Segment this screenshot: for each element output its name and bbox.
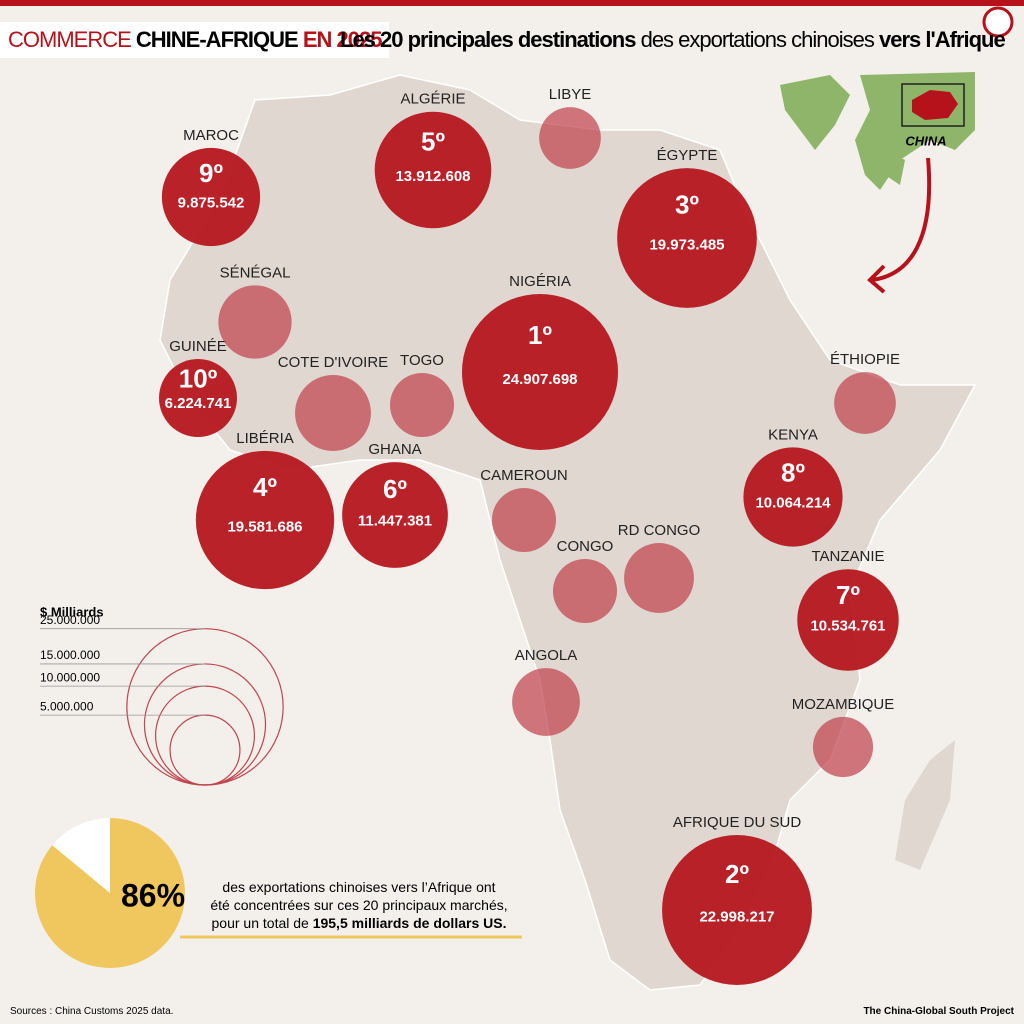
value-label: 22.998.217 [699,909,774,926]
country-bubble [624,543,694,613]
country-bubble [195,450,335,590]
subtitle-part: vers l'Afrique [878,27,1006,52]
country-bubble [342,462,448,568]
pie-slice [34,818,185,968]
country-bubble [552,558,618,624]
country-bubble [834,372,896,434]
source: Sources : China Customs 2025 data. [10,1006,174,1017]
rank: 5º [421,127,445,157]
country-bubble [491,487,557,553]
rank: 6º [383,474,407,504]
legend-circle [154,685,256,786]
share-text: des exportations chinoises vers l’Afriqu… [204,878,514,932]
share-total: 195,5 milliards de dollars US. [312,915,507,931]
country-label: KENYA [768,426,818,443]
country-bubble [662,835,812,985]
value-label: 13.912.608 [395,168,470,185]
country-label: GHANA [368,441,421,458]
country-bubble [617,168,757,308]
rank: 4º [253,472,277,502]
china-box [901,83,965,127]
share-line: été concentrées sur ces 20 principaux ma… [210,897,508,913]
country-bubble [743,447,843,547]
title-part: CHINE-AFRIQUE [135,27,299,52]
legend-circle [169,714,241,786]
subtitle: Les 20 principales destinations des expo… [340,22,1006,58]
country-bubble [539,107,601,169]
legend-label: 10.000.000 [40,670,100,684]
value-label: 11.447.381 [358,513,432,530]
country-label: MAROC [183,127,239,144]
top-bar [0,0,1024,6]
subtitle-part: Les 20 principales destinations [340,27,636,52]
country-label: ÉGYPTE [657,147,718,164]
country-bubble [512,668,580,736]
legend-label: 25.000.000 [40,613,100,627]
country-bubble [812,716,874,778]
country-label: GUINÉE [169,338,227,355]
share-value: 86% [121,877,185,913]
credit: The China-Global South Project [863,1006,1014,1017]
legend-title: $ Milliards [40,604,104,619]
rank: 8º [781,458,805,488]
country-label: TANZANIE [811,548,884,565]
subtitle-part: des exportations chinoises [640,27,875,52]
inset-label: CHINA [905,133,946,148]
value-label: 10.064.214 [755,494,831,511]
country-bubble [295,375,371,451]
value-label: 19.581.686 [227,518,302,535]
country-bubble [389,372,455,438]
country-bubble [161,147,261,247]
share-line: pour un total de [211,915,309,931]
value-label: 19.973.485 [649,236,724,253]
share-line: des exportations chinoises vers l’Afriqu… [222,879,496,895]
country-label: NIGÉRIA [509,273,571,290]
logo [982,6,1014,38]
country-bubble [797,569,899,671]
legend-label: 15.000.000 [40,648,100,662]
country-label: ÉTHIOPIE [830,351,900,368]
rank: 2º [725,859,749,889]
country-label: CAMEROUN [480,467,568,484]
country-label: ALGÉRIE [400,91,465,108]
title: COMMERCE CHINE-AFRIQUE EN 2025 [0,22,390,58]
country-bubble [218,285,292,359]
country-label: TOGO [400,352,444,369]
legend-circle [143,663,267,786]
rank: 10º [179,363,218,393]
country-label: CONGO [557,538,614,555]
world-inset [780,72,975,190]
country-bubble [462,294,618,450]
title-part: COMMERCE [8,27,132,52]
value-label: 24.907.698 [502,371,577,388]
legend-label: 5.000.000 [40,699,94,713]
country-label: SÉNÉGAL [220,264,291,281]
value-label: 10.534.761 [810,618,885,635]
title-part: EN 2025 [302,27,383,52]
country-label: MOZAMBIQUE [792,696,895,713]
country-label: RD CONGO [618,522,701,539]
country-label: ANGOLA [515,647,578,664]
value-label: 6.224.741 [165,395,232,412]
legend-circle [126,628,284,786]
country-label: COTE D'IVOIRE [278,354,388,371]
rank: 3º [675,189,699,219]
rank: 7º [836,580,860,610]
china-shape [912,90,958,120]
rank: 1º [528,320,552,350]
value-label: 9.875.542 [178,194,245,211]
country-bubble [374,111,492,229]
arrow [867,157,932,294]
madagascar [895,740,955,870]
country-label: LIBYE [549,86,592,103]
country-label: LIBÉRIA [236,430,294,447]
rank: 9º [199,158,223,188]
country-label: AFRIQUE DU SUD [673,814,802,831]
country-bubble [159,359,237,437]
